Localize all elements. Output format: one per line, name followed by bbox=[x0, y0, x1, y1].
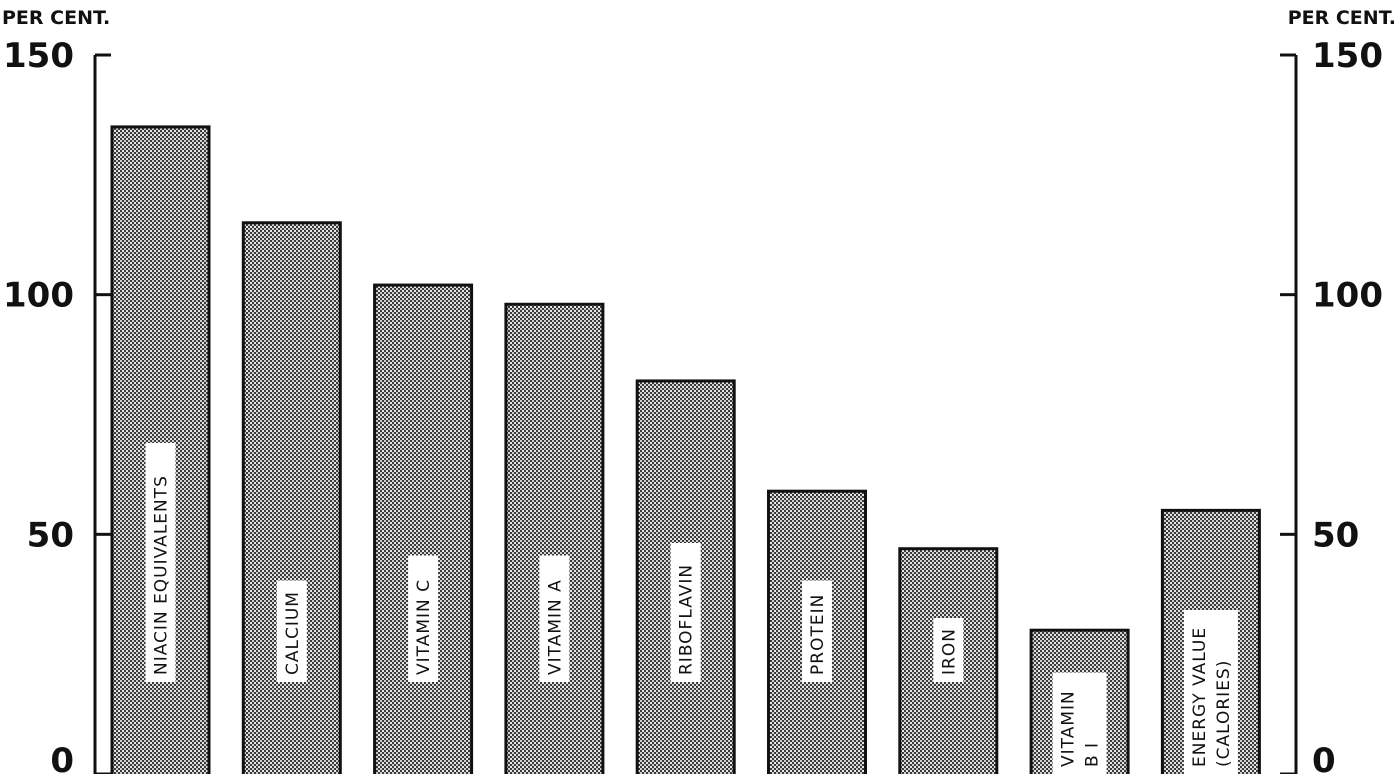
bar-category-label: VITAMIN C bbox=[414, 579, 434, 675]
bar-category-label: CALCIUM bbox=[283, 591, 303, 675]
bar-label-box bbox=[408, 555, 439, 682]
bar-group: VITAMIN B I bbox=[1029, 628, 1130, 774]
bar-category-label: VITAMIN bbox=[1059, 690, 1079, 767]
right-tick-label: 0 bbox=[1312, 741, 1336, 774]
bar-category-label: (CALORIES) bbox=[1214, 660, 1234, 767]
right-axis-unit-label: PER CENT. bbox=[1288, 7, 1396, 29]
bar-category-label: ENERGY VALUE bbox=[1190, 627, 1210, 767]
left-axis-unit-label: PER CENT. bbox=[2, 7, 110, 29]
bar bbox=[504, 302, 605, 774]
bar-label-box bbox=[670, 543, 701, 682]
bar-group: NIACIN EQUIVALENTS bbox=[110, 125, 211, 774]
bar-category-label: B I bbox=[1083, 742, 1103, 767]
bar-group: VITAMIN A bbox=[504, 302, 605, 774]
bar-label-box bbox=[802, 580, 832, 682]
bar-category-label: NIACIN EQUIVALENTS bbox=[152, 475, 172, 675]
bar-group: RIBOFLAVIN bbox=[635, 379, 736, 774]
bar-group: IRON bbox=[898, 547, 999, 774]
left-y-axis: 0 50 100 150 bbox=[3, 36, 111, 774]
bar-series: NIACIN EQUIVALENTS CALCIUM VITAMIN C VITAMI… bbox=[110, 125, 1261, 774]
bar-label-box bbox=[276, 580, 307, 682]
bar-label-box bbox=[1052, 672, 1107, 774]
bar-label-box bbox=[539, 555, 570, 682]
bar-label-box bbox=[1183, 610, 1238, 774]
bar bbox=[373, 283, 474, 774]
bar-group: ENERGY VALUE (CALORIES) bbox=[1160, 508, 1261, 774]
right-tick-label: 150 bbox=[1312, 36, 1383, 76]
bar-category-label: VITAMIN A bbox=[545, 579, 565, 675]
left-tick-label: 50 bbox=[27, 515, 74, 555]
right-tick-label: 100 bbox=[1312, 276, 1383, 316]
bar bbox=[241, 221, 342, 774]
left-tick-label: 100 bbox=[3, 276, 74, 316]
bar-category-label: RIBOFLAVIN bbox=[677, 564, 697, 675]
bar-group: VITAMIN C bbox=[373, 283, 474, 774]
left-tick-label: 150 bbox=[3, 36, 74, 76]
bar-category-label: IRON bbox=[939, 628, 959, 675]
bar-label-box bbox=[933, 618, 964, 682]
bar-group: PROTEIN bbox=[767, 489, 867, 774]
bar-label-box bbox=[145, 443, 176, 682]
right-tick-label: 50 bbox=[1312, 515, 1359, 555]
right-y-axis: 0 50 100 150 bbox=[1280, 36, 1383, 774]
bar-group: CALCIUM bbox=[241, 221, 342, 774]
bar-category-label: PROTEIN bbox=[808, 594, 828, 675]
left-tick-label: 0 bbox=[50, 741, 74, 774]
